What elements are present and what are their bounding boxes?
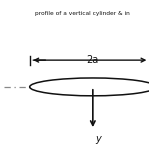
Text: profile of a vertical cylinder & in: profile of a vertical cylinder & in bbox=[35, 11, 130, 16]
Text: 2a: 2a bbox=[87, 55, 99, 65]
Text: y: y bbox=[95, 134, 101, 144]
